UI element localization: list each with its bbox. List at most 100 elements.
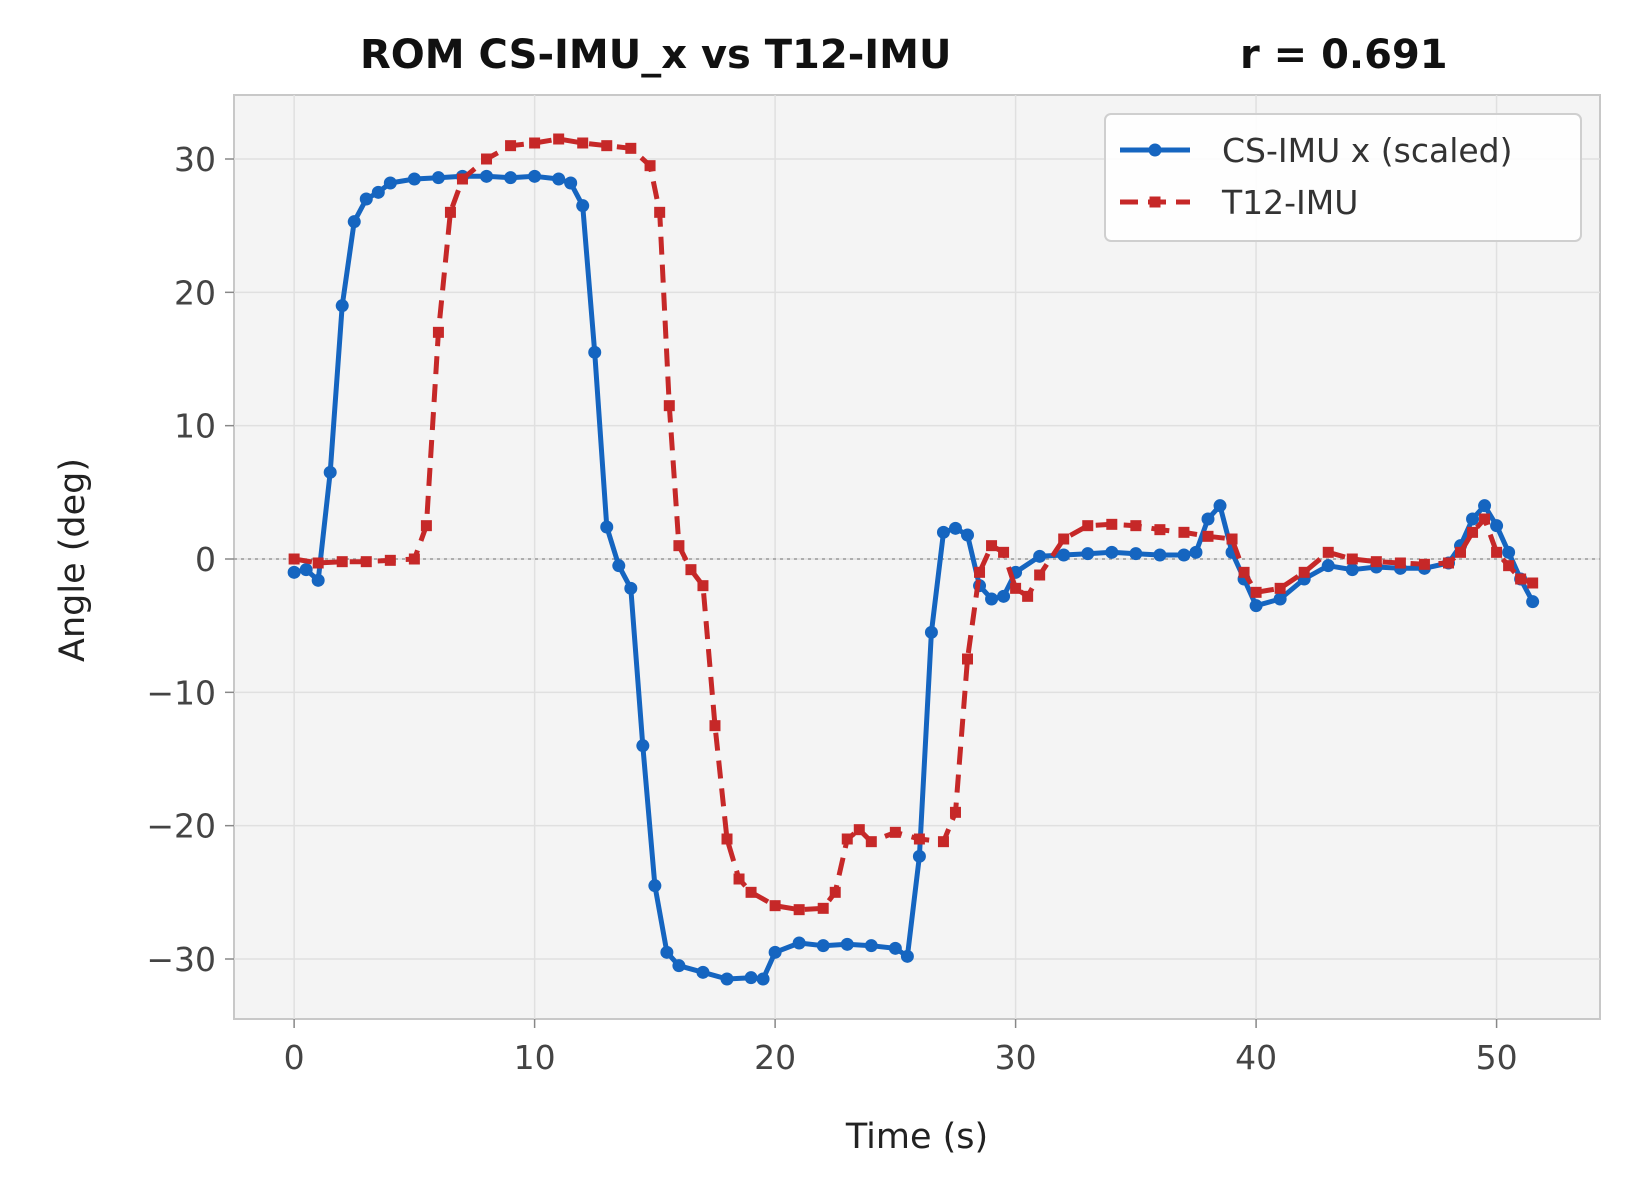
x-tick-label: 50 — [1476, 1038, 1518, 1077]
data-point — [299, 563, 313, 577]
data-point — [888, 941, 902, 955]
data-point — [1105, 545, 1119, 559]
chart-title-group: ROM CS-IMU_x vs T12-IMU r = 0.691 — [360, 32, 1448, 78]
data-point — [663, 400, 675, 412]
data-point — [998, 546, 1010, 558]
data-point — [1250, 586, 1262, 598]
data-point — [1466, 512, 1480, 526]
y-axis-label: Angle (deg) — [53, 458, 93, 662]
data-point — [937, 836, 949, 848]
data-point — [829, 886, 841, 898]
data-point — [840, 937, 854, 951]
x-tick-label: 40 — [1235, 1038, 1277, 1077]
x-tick-label: 30 — [995, 1038, 1037, 1077]
data-point — [900, 949, 914, 963]
data-point — [985, 592, 999, 606]
data-point — [1057, 548, 1071, 562]
x-axis-label: Time (s) — [845, 1117, 988, 1157]
data-point — [588, 345, 602, 359]
data-point — [745, 886, 757, 898]
data-point — [1442, 557, 1454, 569]
data-point — [1154, 524, 1166, 536]
data-point — [576, 199, 590, 213]
legend-marker — [1149, 196, 1161, 208]
data-point — [1153, 548, 1167, 562]
data-point — [335, 299, 349, 313]
legend-marker — [1148, 143, 1162, 157]
chart-title: ROM CS-IMU_x vs T12-IMU — [360, 32, 951, 78]
data-point — [359, 192, 373, 206]
data-point — [287, 565, 301, 579]
data-point — [756, 972, 770, 986]
data-point — [1467, 526, 1479, 538]
data-point — [383, 176, 397, 190]
data-point — [1034, 569, 1046, 581]
data-point — [1082, 520, 1094, 532]
data-point — [1345, 563, 1359, 577]
legend: CS-IMU x (scaled) T12-IMU — [1104, 113, 1582, 242]
data-point — [654, 206, 666, 218]
data-point — [1189, 545, 1203, 559]
data-point — [384, 554, 396, 566]
data-point — [793, 904, 805, 916]
data-point — [371, 185, 385, 199]
data-point — [936, 525, 950, 539]
data-point — [1526, 595, 1540, 609]
data-point — [505, 140, 517, 152]
data-point — [1178, 526, 1190, 538]
grid-lines — [234, 95, 1600, 1019]
data-point — [1058, 533, 1070, 545]
data-point — [612, 559, 626, 573]
data-point — [997, 589, 1011, 603]
data-point — [312, 557, 324, 569]
data-point — [311, 573, 325, 587]
legend-label: T12-IMU — [1221, 183, 1358, 222]
data-point — [552, 172, 566, 186]
data-point — [564, 176, 578, 190]
data-point — [1130, 520, 1142, 532]
data-point — [1346, 553, 1358, 565]
data-point — [1201, 512, 1215, 526]
data-point — [644, 160, 656, 172]
data-point — [673, 540, 685, 552]
data-point — [577, 137, 589, 149]
data-point — [660, 945, 674, 959]
x-tick-label: 0 — [284, 1038, 305, 1077]
data-point — [974, 566, 986, 578]
data-point — [696, 965, 710, 979]
data-point — [913, 833, 925, 845]
series-2 — [288, 133, 1539, 916]
data-point — [1177, 548, 1191, 562]
data-point — [841, 833, 853, 845]
data-point — [744, 971, 758, 985]
data-point — [1418, 558, 1430, 570]
data-point — [672, 959, 686, 973]
data-point — [431, 171, 445, 185]
data-point — [1515, 573, 1527, 585]
data-point — [323, 465, 337, 479]
y-tick-label: 20 — [174, 273, 216, 312]
correlation-label: r = 0.691 — [1240, 32, 1448, 78]
data-point — [600, 520, 614, 534]
data-point — [1081, 547, 1095, 561]
y-tick-label: 0 — [195, 540, 216, 579]
data-point — [432, 326, 444, 338]
data-point — [1394, 557, 1406, 569]
data-point — [347, 215, 361, 229]
data-point — [889, 826, 901, 838]
data-point — [949, 806, 961, 818]
data-point — [528, 169, 542, 183]
data-point — [1249, 599, 1263, 613]
data-point — [1226, 533, 1238, 545]
data-point — [1491, 546, 1503, 558]
data-point — [407, 172, 421, 186]
data-point — [1298, 566, 1310, 578]
data-point — [1479, 513, 1491, 525]
data-point — [720, 972, 734, 986]
data-point — [1022, 590, 1034, 602]
x-tick-label: 10 — [514, 1038, 556, 1077]
data-point — [924, 625, 938, 639]
data-point — [1370, 556, 1382, 568]
data-point — [1490, 519, 1504, 533]
data-point — [769, 900, 781, 912]
